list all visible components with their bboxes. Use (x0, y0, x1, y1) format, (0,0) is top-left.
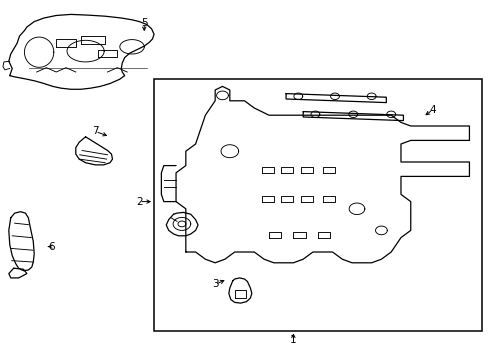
Text: 2: 2 (136, 197, 142, 207)
Text: 4: 4 (428, 105, 435, 115)
Bar (154, 79, 481, 331)
Text: 6: 6 (48, 242, 55, 252)
Text: 3: 3 (211, 279, 218, 289)
Text: 5: 5 (141, 18, 147, 28)
Text: 1: 1 (289, 335, 296, 345)
Text: 7: 7 (92, 126, 99, 136)
